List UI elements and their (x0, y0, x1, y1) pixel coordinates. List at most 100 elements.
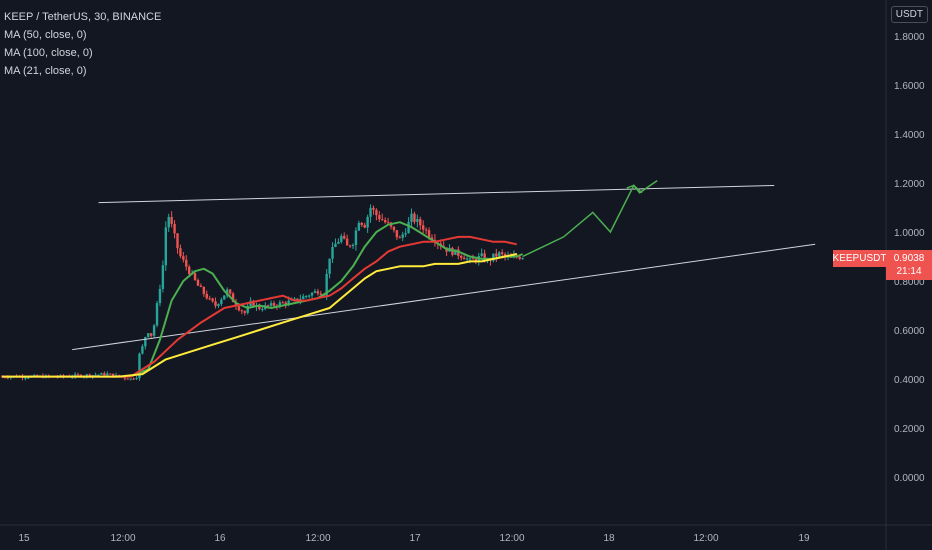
last-price-value: 0.9038 (893, 253, 925, 264)
candle-body (129, 378, 132, 380)
candle-body (334, 243, 337, 248)
candle-body (348, 245, 352, 247)
candle-body (88, 374, 91, 377)
candle-body (167, 216, 170, 228)
candle-body (495, 253, 498, 257)
y-tick-label: 0.0000 (894, 473, 925, 484)
candle-body (366, 216, 369, 228)
candle-body (6, 377, 10, 379)
candle-body (269, 303, 273, 306)
candle-body (375, 209, 378, 216)
candle-body (345, 238, 349, 246)
candles (0, 204, 524, 381)
candle-body (413, 213, 416, 222)
candle-body (199, 285, 203, 287)
legend-ma-21: MA (21, close, 0) (4, 65, 87, 77)
candle-body (126, 378, 129, 380)
candle-body (360, 222, 363, 225)
candle-body (430, 237, 434, 240)
candle-body (179, 248, 182, 257)
candle-body (483, 253, 486, 262)
candle-body (97, 374, 100, 376)
candle-body (185, 259, 188, 267)
candle-body (492, 253, 495, 261)
candle-body (302, 296, 305, 299)
candle-body (152, 325, 156, 336)
y-tick-label: 0.4000 (894, 375, 925, 386)
candle-body (462, 257, 466, 260)
candle-body (372, 207, 375, 210)
candle-body (27, 377, 30, 379)
symbol-price-tag: KEEPUSDT (833, 250, 886, 267)
y-tick-label: 0.6000 (894, 326, 925, 337)
trendline[interactable] (98, 184, 775, 204)
last-price-tag: 0.9038 21:14 (886, 250, 932, 280)
candle-body (161, 265, 165, 289)
candle-body (422, 225, 425, 230)
candle-body (208, 298, 211, 300)
candle-body (246, 305, 249, 313)
candle-body (138, 353, 141, 379)
y-tick-label: 0.8000 (894, 277, 925, 288)
x-tick-label: 12:00 (110, 533, 135, 544)
candle-body (231, 293, 235, 303)
candle-body (293, 298, 296, 300)
trendline[interactable] (72, 243, 816, 351)
candle-body (214, 301, 217, 306)
candle-body (518, 256, 521, 259)
ma-100-line (2, 253, 518, 378)
currency-unit-label[interactable]: USDT (890, 6, 928, 23)
candle-body (237, 306, 241, 311)
candle-body (419, 219, 422, 226)
candle-body (158, 288, 162, 304)
bar-countdown: 21:14 (896, 266, 922, 277)
candle-body (427, 230, 431, 238)
candle-body (381, 219, 384, 221)
x-tick-label: 12:00 (693, 533, 718, 544)
candle-body (111, 373, 115, 377)
candle-body (319, 293, 323, 295)
candle-body (337, 241, 340, 244)
y-tick-label: 0.2000 (894, 424, 925, 435)
candle-body (284, 302, 287, 305)
candle-body (141, 346, 144, 354)
candle-body (503, 253, 507, 257)
candle-body (196, 279, 200, 286)
candle-body (100, 373, 103, 375)
candle-body (305, 295, 308, 297)
candle-body (521, 258, 524, 260)
candle-body (369, 207, 372, 217)
candle-body (243, 311, 246, 313)
y-tick-label: 1.6000 (894, 81, 925, 92)
candle-body (258, 305, 261, 310)
candle-body (363, 224, 366, 228)
candle-body (404, 233, 407, 235)
candle-body (240, 310, 244, 312)
candle-body (85, 374, 89, 377)
x-tick-label: 19 (798, 533, 810, 544)
candle-body (103, 373, 106, 376)
projection-arrow[interactable] (522, 179, 658, 258)
candle-body (202, 286, 206, 294)
candle-body (310, 292, 314, 296)
candle-body (465, 258, 469, 260)
candle-body (340, 235, 343, 242)
candle-body (500, 252, 504, 254)
candle-body (220, 299, 223, 305)
candle-body (386, 222, 390, 224)
projection-arrowhead (626, 184, 643, 194)
candle-body (94, 374, 97, 376)
candle-body (281, 302, 284, 304)
ma-21-line (130, 221, 523, 378)
x-tick-label: 12:00 (305, 533, 330, 544)
candle-body (398, 237, 401, 239)
candle-body (480, 253, 483, 257)
candle-body (144, 337, 147, 347)
candle-body (170, 216, 173, 224)
candle-body (416, 219, 419, 222)
candle-body (132, 378, 135, 380)
candle-body (407, 221, 410, 234)
candle-body (410, 213, 413, 222)
candle-body (147, 333, 150, 338)
